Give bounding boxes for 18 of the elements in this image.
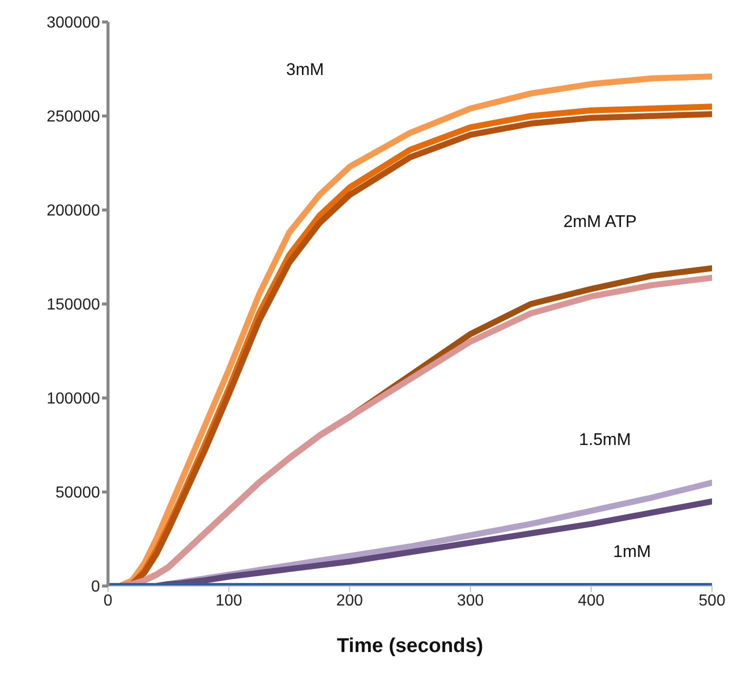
x-tick-label: 200: [336, 592, 364, 610]
annotation: 1.5mM: [579, 430, 631, 450]
annotation: 1mM: [613, 542, 651, 562]
annotation: 2mM ATP: [563, 212, 637, 232]
y-tick-label: 100000: [46, 390, 100, 408]
x-tick-label: 300: [457, 592, 484, 610]
y-tick-label: 0: [91, 578, 100, 596]
x-axis-title: Time (seconds): [336, 635, 484, 657]
x-tick-label: 500: [698, 592, 726, 610]
y-tick-label: 300000: [46, 14, 100, 32]
x-tick-label: 100: [215, 592, 242, 610]
annotation: 3mM: [286, 60, 324, 80]
x-tick-label: 400: [578, 592, 605, 610]
y-tick-label: 250000: [46, 108, 100, 126]
x-tick-label: 0: [104, 592, 113, 610]
y-tick-label: 50000: [56, 484, 100, 502]
y-tick-label: 150000: [46, 296, 100, 314]
y-tick-label: 200000: [46, 202, 100, 220]
